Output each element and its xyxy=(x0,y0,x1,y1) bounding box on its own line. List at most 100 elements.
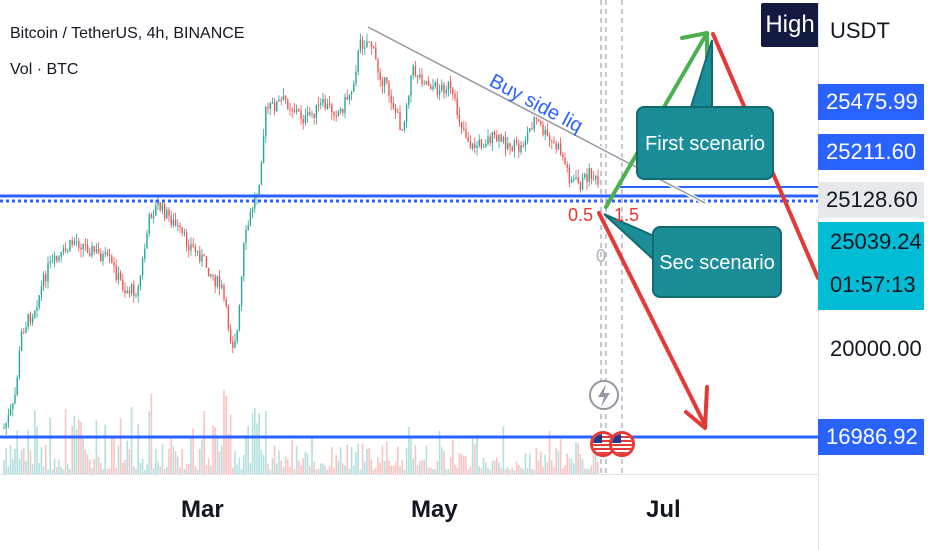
candle-body xyxy=(432,86,434,90)
candle-body xyxy=(493,132,496,136)
volume-bar xyxy=(273,445,276,474)
candle-body xyxy=(251,208,254,212)
candle-body xyxy=(161,203,164,211)
volume-bars xyxy=(3,390,599,474)
candle-body xyxy=(141,258,144,276)
volume-bar xyxy=(298,460,300,474)
candle-body xyxy=(526,132,529,142)
candle-body xyxy=(159,202,161,211)
volume-bar xyxy=(155,448,157,474)
volume-bar xyxy=(225,395,227,474)
candle-body xyxy=(229,328,232,342)
volume-indicator-label[interactable]: Vol · BTC xyxy=(10,61,79,78)
candle-body xyxy=(179,225,181,228)
candle-body xyxy=(14,394,16,404)
volume-bar xyxy=(326,469,329,474)
candle-body xyxy=(60,251,62,257)
candle-body xyxy=(95,249,98,252)
candle-body xyxy=(190,244,192,251)
candle-body xyxy=(309,112,311,115)
volume-bar xyxy=(390,465,392,474)
candle-body xyxy=(185,232,188,246)
price-axis-currency[interactable]: USDT xyxy=(830,18,890,43)
candle-body xyxy=(306,112,309,116)
candle-body xyxy=(31,317,34,323)
us-flag-icon[interactable] xyxy=(609,431,635,457)
volume-bar xyxy=(544,454,546,474)
candle-body xyxy=(115,265,117,280)
volume-bar xyxy=(247,426,249,474)
candle-body xyxy=(586,173,588,182)
candle-body xyxy=(29,313,32,323)
symbol-title[interactable]: Bitcoin / TetherUS, 4h, BINANCE xyxy=(10,25,245,42)
volume-bar xyxy=(458,453,461,474)
candle-body xyxy=(557,143,560,150)
candle-body xyxy=(269,103,271,109)
candle-body xyxy=(331,104,333,112)
candle-body xyxy=(245,229,247,244)
candle-body xyxy=(295,109,298,112)
candle-body xyxy=(62,248,65,252)
volume-bar xyxy=(238,457,241,474)
candle-body xyxy=(201,254,203,262)
candle-body xyxy=(27,313,29,327)
volume-bar xyxy=(126,440,128,474)
volume-bar xyxy=(309,466,311,474)
candle-body xyxy=(366,41,368,48)
volume-bar xyxy=(269,469,271,474)
candle-body xyxy=(478,139,480,146)
volume-bar xyxy=(447,469,450,474)
candle-body xyxy=(7,414,10,424)
candle-body xyxy=(355,71,357,84)
candle-body xyxy=(221,285,223,288)
candle-body xyxy=(93,246,95,252)
volume-bar xyxy=(518,464,520,474)
time-axis-divider xyxy=(0,474,818,475)
candle-body xyxy=(69,240,71,251)
volume-bar xyxy=(196,469,199,474)
candle-body xyxy=(188,245,190,251)
volume-bar xyxy=(348,468,351,474)
candle-body xyxy=(342,108,344,113)
volume-bar xyxy=(130,406,133,474)
candle-body xyxy=(216,276,219,287)
volume-bar xyxy=(513,469,516,474)
volume-bar xyxy=(491,460,494,474)
candle-body xyxy=(502,137,505,142)
candle-body xyxy=(353,83,355,92)
candle-body xyxy=(364,47,366,49)
volume-bar xyxy=(562,468,564,474)
volume-bar xyxy=(392,465,395,474)
volume-bar xyxy=(364,461,366,474)
bar-countdown: 01:57:13 xyxy=(830,272,916,297)
volume-bar xyxy=(313,461,315,474)
candle-body xyxy=(267,106,269,109)
volume-bar xyxy=(108,468,111,474)
candle-body xyxy=(372,47,375,49)
volume-bar xyxy=(467,469,469,474)
volume-bar xyxy=(342,463,344,474)
candle-body xyxy=(454,93,456,99)
candle-body xyxy=(408,95,410,105)
candle-body xyxy=(168,209,170,216)
volume-bar xyxy=(324,465,326,474)
volume-bar xyxy=(377,457,379,474)
candle-body xyxy=(311,113,313,115)
volume-bar xyxy=(588,469,590,474)
volume-bar xyxy=(119,418,122,474)
candle-body xyxy=(412,65,414,76)
volume-bar xyxy=(383,460,386,474)
volume-bar xyxy=(581,459,584,474)
candle-body xyxy=(298,109,300,111)
candle-body xyxy=(568,167,571,183)
candle-body xyxy=(511,146,513,151)
volume-bar xyxy=(555,448,557,474)
volume-bar xyxy=(452,439,454,474)
candle-body xyxy=(344,97,346,113)
candle-body xyxy=(243,243,245,277)
volume-bar xyxy=(474,444,476,474)
candle-body xyxy=(485,144,487,147)
candle-body xyxy=(337,111,340,116)
